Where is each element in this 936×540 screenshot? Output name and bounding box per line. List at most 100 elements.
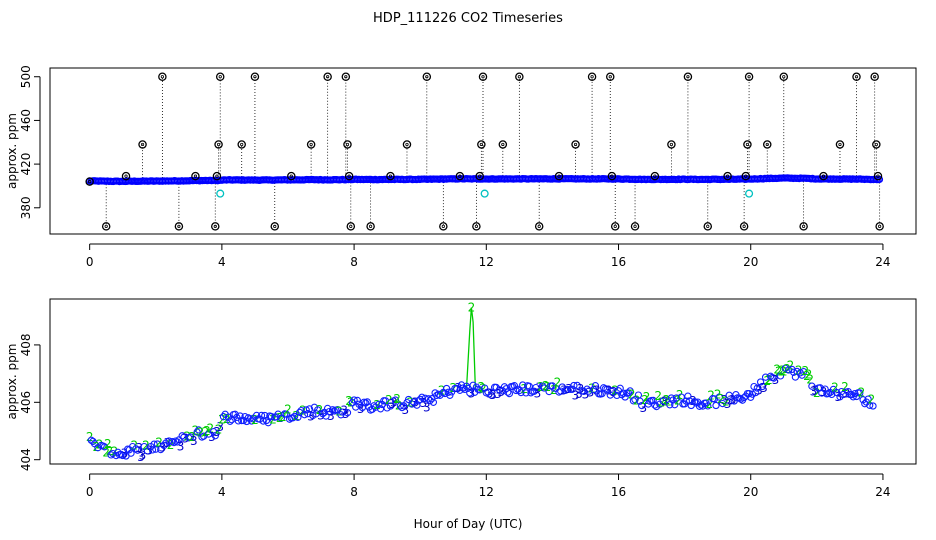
- series-3-point: 3: [137, 450, 145, 464]
- series-1-point: [570, 381, 578, 390]
- raw-point-inner: [653, 174, 657, 178]
- x-tick-label: 16: [611, 255, 626, 269]
- series-2-point: 2: [188, 430, 196, 444]
- series-1-point: [233, 413, 241, 422]
- series-3-point: 3: [159, 441, 167, 455]
- series-3-point: 3: [357, 402, 365, 416]
- raw-point-inner: [537, 224, 541, 228]
- series-1-point: [261, 411, 269, 420]
- raw-point: [270, 222, 280, 231]
- raw-point-inner: [517, 75, 521, 79]
- raw-point-inner: [876, 174, 880, 178]
- series-2-point: 2: [92, 440, 100, 454]
- y-tick-label: 420: [19, 153, 33, 176]
- plot-frame: [49, 67, 917, 235]
- series-2-point: 2: [775, 364, 783, 378]
- raw-point-inner: [742, 224, 746, 228]
- series-1-point: [568, 385, 576, 393]
- series-1-point: [666, 401, 674, 409]
- raw-point-inner: [347, 174, 351, 178]
- raw-point-inner: [481, 75, 485, 79]
- raw-point-inner: [369, 224, 373, 228]
- raw-point: [386, 171, 395, 181]
- series-1-point: [515, 386, 524, 395]
- series-1-point: [685, 397, 694, 405]
- series-2-point: 2: [316, 403, 324, 417]
- series-1-point: [305, 405, 314, 413]
- series-1-point: [289, 414, 297, 422]
- x-tick-label: 0: [86, 485, 94, 499]
- series-1-point: [563, 385, 571, 394]
- series-1-point: [186, 433, 195, 441]
- raw-point-inner: [633, 224, 637, 228]
- series-3-point: 3: [489, 388, 497, 402]
- raw-point: [873, 171, 883, 181]
- series-1-point: [476, 386, 484, 394]
- series-2-point: 2: [806, 373, 814, 387]
- raw-point: [819, 171, 828, 181]
- raw-point: [422, 72, 432, 81]
- raw-point-inner: [458, 174, 462, 178]
- series-1-point: [856, 389, 864, 397]
- series-3-point: 3: [577, 382, 585, 396]
- raw-point: [174, 222, 184, 231]
- raw-point: [455, 171, 465, 181]
- raw-point-inner: [478, 174, 482, 178]
- raw-point-inner: [215, 174, 219, 178]
- series-1-point: [117, 450, 125, 459]
- raw-point-inner: [590, 75, 594, 79]
- series-3-point: 3: [307, 409, 315, 423]
- raw-point: [667, 140, 676, 149]
- raw-point-inner: [177, 224, 181, 228]
- raw-point: [703, 222, 713, 231]
- series-2-point: 2: [778, 363, 786, 377]
- series-1-point: [375, 400, 383, 408]
- raw-point-inner: [326, 75, 330, 79]
- series-1-point: [408, 400, 416, 408]
- raw-point: [211, 222, 220, 231]
- series-1-point: [100, 443, 109, 451]
- series-2-point: 2: [130, 439, 138, 453]
- raw-point: [346, 222, 356, 231]
- series-2-point: 2: [676, 388, 684, 402]
- series-1-point: [770, 374, 778, 382]
- series-2-point: 2: [155, 436, 163, 450]
- series-2-point: 2: [801, 364, 809, 378]
- y-axis-label: approx. ppm: [5, 344, 19, 420]
- series-1-point: [290, 412, 299, 421]
- raw-point: [341, 72, 351, 81]
- raw-point-inner: [213, 224, 217, 228]
- series-1-point: [758, 382, 766, 391]
- series-1-point: [525, 382, 533, 390]
- series-3-point: 3: [575, 387, 583, 401]
- series-1-point: [328, 406, 337, 414]
- series-1-point: [343, 409, 352, 417]
- series-3-point: 3: [760, 381, 768, 395]
- series-1-point: [381, 397, 390, 405]
- raw-point-inner: [441, 224, 445, 228]
- raw-point-inner: [240, 142, 244, 147]
- series-1-point: [710, 395, 719, 403]
- raw-point-inner: [140, 142, 145, 147]
- series-1-point: [616, 384, 624, 392]
- series-2-point: 2: [643, 390, 651, 404]
- series-1-point: [338, 408, 347, 416]
- series-3-point: 3: [720, 393, 728, 407]
- series-2-point: 2: [783, 362, 791, 376]
- series-1-point: [752, 388, 760, 397]
- plot-frame: [49, 298, 917, 465]
- series-2-point: 2: [707, 388, 715, 402]
- series-1-point: [107, 451, 115, 459]
- series-3-point: 3: [340, 403, 348, 417]
- series-2-point: 2: [674, 393, 682, 407]
- series-2-point: 2: [393, 392, 401, 406]
- series-3-point: 3: [342, 407, 350, 421]
- raw-point: [138, 140, 147, 149]
- series-2-point: 2: [868, 393, 876, 407]
- raw-point-inner: [289, 174, 293, 178]
- series-2-point: 2: [206, 422, 214, 436]
- series-3-point: 3: [420, 396, 428, 410]
- raw-point-inner: [474, 224, 478, 228]
